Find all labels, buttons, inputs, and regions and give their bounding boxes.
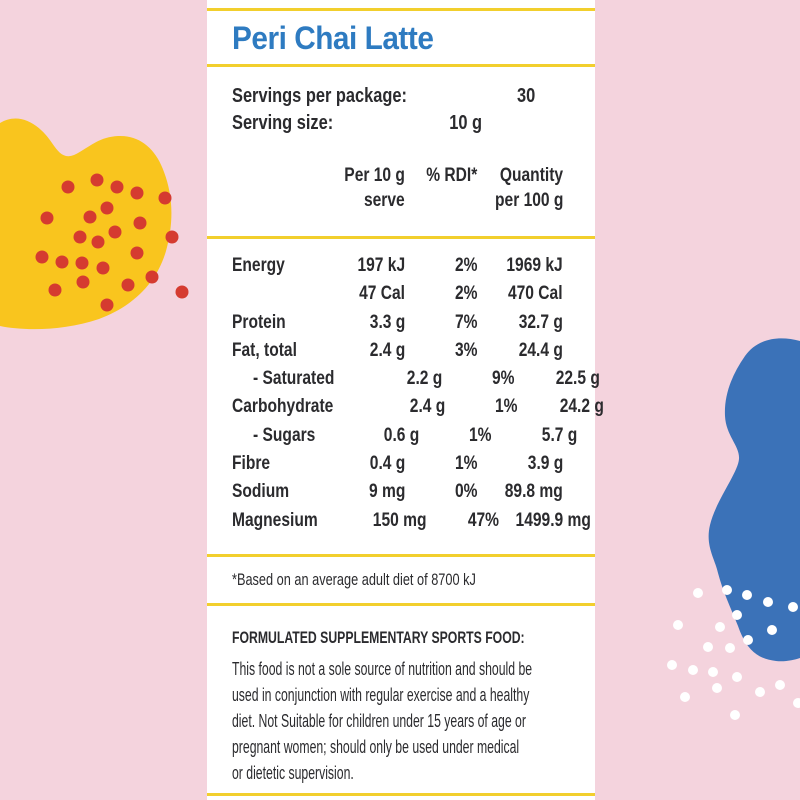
header-per-serve: Per 10 g serve — [344, 165, 405, 211]
divider-below-headers — [207, 236, 595, 239]
nutrient-row: - Sugars 0.6 g 1% 5.7 g — [232, 422, 577, 450]
value-per-serve: 197 kJ — [357, 255, 405, 276]
divider-bottom — [207, 793, 595, 796]
nutrient-row: Energy 197 kJ 2% 1969 kJ — [232, 252, 563, 280]
serving-size-label: Serving size: — [232, 112, 334, 134]
nutrient-name: - Sugars — [253, 424, 316, 446]
value-per-serve: 0.6 g — [383, 424, 420, 446]
value-rdi: 2% — [454, 283, 477, 305]
nutrient-row: Carbohydrate 2.4 g 1% 24.2 g — [232, 393, 604, 421]
value-rdi: 1% — [454, 453, 477, 475]
nutrient-name: Energy — [232, 255, 285, 276]
value-per-serve: 9 mg — [368, 481, 405, 503]
nutrient-name: Fibre — [232, 453, 271, 475]
nutrient-name: Sodium — [232, 481, 290, 503]
value-rdi: 7% — [454, 311, 477, 333]
value-per-serve: 2.2 g — [406, 368, 443, 390]
table-column-headers: Per 10 g serve % RDI* Quantity per 100 g — [232, 164, 563, 213]
value-per-100g: 3.9 g — [527, 453, 563, 475]
yellow-blob-decoration — [0, 118, 172, 330]
serving-size-value: 10 g — [449, 112, 482, 134]
value-per-serve: 47 Cal — [359, 283, 405, 305]
divider-below-table — [207, 553, 595, 557]
white-dots-decoration — [667, 585, 800, 720]
divider-below-title — [207, 64, 595, 67]
nutrient-table: Energy 197 kJ 2% 1969 kJ 47 Cal 2% 470 Cal Prot… — [232, 252, 604, 535]
servings-section: Servings per package: 30 Serving size: 1… — [232, 83, 563, 137]
value-per-serve: 2.4 g — [369, 339, 405, 361]
value-rdi: 1% — [495, 396, 518, 418]
statement-body: This food is not a sole source of nutrit… — [232, 656, 563, 786]
statement-line: or dietetic supervision. — [232, 762, 354, 783]
nutrient-row: Sodium 9 mg 0% 89.8 mg — [232, 478, 563, 506]
divider-below-footnote — [207, 602, 595, 606]
blue-blob-decoration — [708, 338, 800, 662]
value-rdi: 9% — [491, 368, 515, 390]
value-per-100g: 470 Cal — [508, 283, 563, 305]
header-spacer — [232, 164, 315, 213]
statement-line: diet. Not Suitable for children under 15… — [232, 710, 526, 731]
value-per-100g: 24.4 g — [518, 339, 563, 361]
nutrient-row: 47 Cal 2% 470 Cal — [232, 280, 563, 308]
servings-per-package-label: Servings per package: — [232, 85, 408, 107]
nutrient-name: - Saturated — [253, 368, 335, 390]
value-per-100g: 22.5 g — [556, 368, 601, 390]
header-rdi: % RDI* — [425, 165, 477, 186]
value-rdi: 0% — [454, 481, 477, 503]
statement-line: This food is not a sole source of nutrit… — [232, 658, 533, 679]
value-per-100g: 89.8 mg — [504, 481, 563, 503]
value-per-100g: 32.7 g — [518, 311, 563, 333]
value-per-serve: 2.4 g — [410, 396, 446, 418]
nutrient-row: Magnesium 150 mg 47% 1499.9 mg — [232, 507, 590, 535]
nutrient-name: Fat, total — [232, 339, 297, 361]
nutrient-name: Protein — [232, 311, 286, 333]
rdi-footnote: *Based on an average adult diet of 8700 … — [232, 569, 476, 589]
nutrient-name — [232, 280, 315, 308]
statement-heading: FORMULATED SUPPLEMENTARY SPORTS FOOD: — [232, 627, 525, 647]
value-per-serve: 150 mg — [372, 509, 427, 531]
product-title: Peri Chai Latte — [232, 20, 434, 56]
statement-line: pregnant women; should only be used unde… — [232, 736, 520, 757]
header-per-100g: Quantity per 100 g — [494, 165, 563, 211]
value-per-100g: 1499.9 mg — [515, 509, 591, 531]
nutrient-name: Magnesium — [232, 509, 318, 531]
nutrient-row: Protein 3.3 g 7% 32.7 g — [232, 309, 563, 337]
value-rdi: 3% — [454, 339, 477, 361]
value-per-100g: 24.2 g — [559, 396, 604, 418]
divider-top — [207, 8, 595, 11]
red-dots-decoration — [35, 173, 189, 312]
servings-per-package-value: 30 — [517, 85, 536, 107]
nutrition-panel: Peri Chai Latte Servings per package: 30… — [207, 0, 604, 800]
nutrient-name: Carbohydrate — [232, 396, 334, 418]
value-rdi: 47% — [467, 509, 499, 531]
value-rdi: 2% — [454, 255, 477, 276]
value-per-serve: 3.3 g — [369, 311, 405, 333]
nutrient-row: Fibre 0.4 g 1% 3.9 g — [232, 450, 563, 478]
nutrient-row: Fat, total 2.4 g 3% 24.4 g — [232, 337, 563, 365]
statement-line: used in conjunction with regular exercis… — [232, 684, 530, 705]
value-per-100g: 5.7 g — [541, 424, 578, 446]
servings-per-package-row: Servings per package: 30 — [232, 83, 535, 110]
value-per-100g: 1969 kJ — [506, 255, 563, 276]
nutrient-row: - Saturated 2.2 g 9% 22.5 g — [232, 365, 600, 393]
value-rdi: 1% — [468, 424, 492, 446]
value-per-serve: 0.4 g — [369, 453, 405, 475]
serving-size-row: Serving size: 10 g — [232, 110, 482, 137]
